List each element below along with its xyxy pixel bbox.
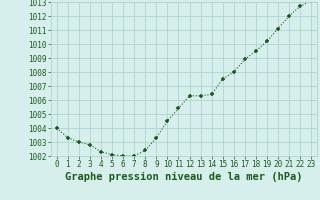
X-axis label: Graphe pression niveau de la mer (hPa): Graphe pression niveau de la mer (hPa) bbox=[65, 172, 303, 182]
